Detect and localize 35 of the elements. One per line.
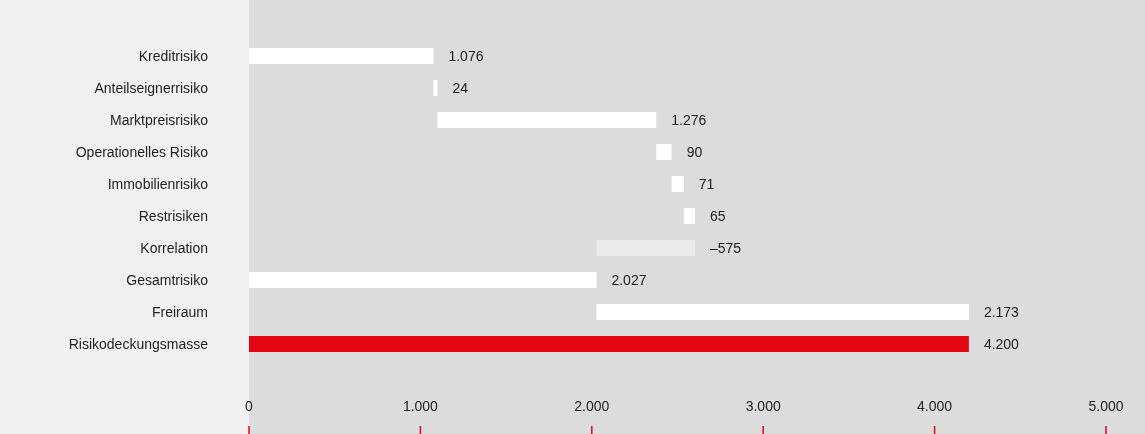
- y-tick-label: Risikodeckungsmasse: [68, 336, 209, 352]
- bar: [683, 208, 695, 224]
- data-label: 71: [698, 176, 715, 192]
- bar: [249, 48, 434, 64]
- bar: [656, 144, 672, 160]
- data-label: 65: [709, 208, 726, 224]
- y-tick-label: Anteilseignerrisiko: [94, 80, 209, 96]
- bar: [671, 176, 684, 192]
- y-tick-label: Kreditrisiko: [138, 48, 209, 64]
- bar: [433, 80, 438, 96]
- y-tick-label: Freiraum: [151, 304, 208, 320]
- data-label: 2.027: [611, 272, 647, 288]
- bar: [596, 304, 969, 320]
- x-tick-label: 1.000: [402, 398, 439, 414]
- x-tick-label: 3.000: [745, 398, 781, 414]
- x-tick-label: 0: [245, 398, 254, 414]
- bar: [437, 112, 657, 128]
- x-tick-label: 4.000: [917, 398, 953, 414]
- x-tick-label: 5.000: [1088, 398, 1124, 414]
- y-tick-label: Immobilienrisiko: [107, 176, 209, 192]
- x-tick-label: 2.000: [574, 398, 610, 414]
- bar: [249, 272, 597, 288]
- y-tick-label: Korrelation: [140, 240, 208, 256]
- data-label: 1.276: [671, 112, 707, 128]
- y-tick-label: Operationelles Risiko: [75, 144, 209, 160]
- data-label: 2.173: [983, 304, 1020, 320]
- data-label: 90: [686, 144, 703, 160]
- bar: [249, 336, 969, 352]
- data-label: 4.200: [983, 336, 1020, 352]
- data-label: –575: [709, 240, 742, 256]
- data-label: 24: [452, 80, 469, 96]
- y-tick-label: Marktpreisrisiko: [109, 112, 209, 128]
- y-tick-label: Gesamtrisiko: [126, 272, 209, 288]
- y-tick-label: Restrisiken: [138, 208, 208, 224]
- data-label: 1.076: [448, 48, 484, 64]
